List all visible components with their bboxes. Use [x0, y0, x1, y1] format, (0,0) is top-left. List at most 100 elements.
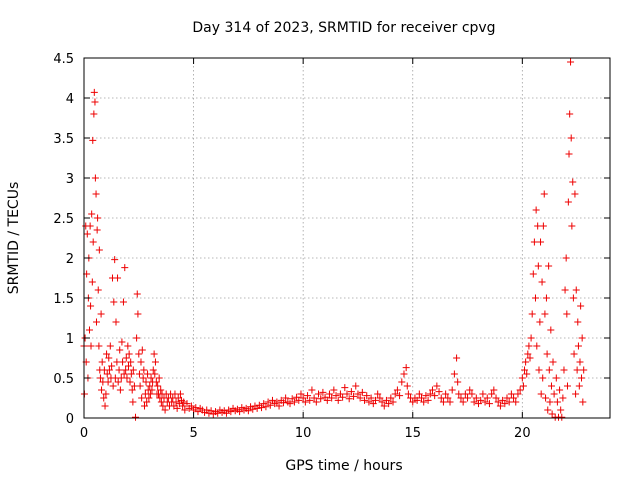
data-point — [155, 374, 163, 382]
data-point — [525, 342, 533, 350]
data-point — [172, 398, 180, 406]
data-point — [136, 382, 144, 390]
data-point — [558, 413, 566, 421]
data-point — [103, 350, 111, 358]
data-point — [354, 390, 362, 398]
data-point — [400, 370, 408, 378]
data-point — [556, 386, 564, 394]
grid — [84, 58, 610, 418]
x-axis-label: GPS time / hours — [285, 458, 402, 474]
data-point — [95, 246, 103, 254]
data-point — [453, 354, 461, 362]
data-point — [393, 386, 401, 394]
data-point — [547, 382, 555, 390]
data-point — [106, 342, 114, 350]
data-point — [573, 366, 581, 374]
data-point — [385, 400, 393, 408]
data-point — [424, 396, 432, 404]
data-point — [524, 350, 532, 358]
data-point — [122, 354, 130, 362]
data-point — [157, 386, 165, 394]
data-point — [297, 390, 305, 398]
data-point — [507, 390, 515, 398]
data-point — [317, 395, 325, 403]
data-point — [101, 402, 109, 410]
data-point — [94, 286, 102, 294]
data-point — [523, 370, 531, 378]
x-tick-label: 20 — [514, 426, 531, 441]
data-point — [356, 394, 364, 402]
data-point — [161, 406, 169, 414]
data-point — [428, 386, 436, 394]
data-point — [304, 392, 312, 400]
data-point — [503, 394, 511, 402]
data-point — [557, 406, 565, 414]
data-point — [343, 390, 351, 398]
data-point — [568, 222, 576, 230]
data-point — [567, 134, 575, 142]
data-point — [154, 382, 162, 390]
data-point — [350, 392, 358, 400]
data-point — [575, 382, 583, 390]
data-point — [301, 398, 309, 406]
data-point — [494, 398, 502, 406]
data-point — [578, 334, 586, 342]
data-point — [142, 378, 150, 386]
data-point — [537, 390, 545, 398]
data-point — [490, 386, 498, 394]
data-point — [537, 238, 545, 246]
data-point — [140, 402, 148, 410]
data-point — [572, 390, 580, 398]
data-point — [542, 294, 550, 302]
data-point — [522, 358, 530, 366]
data-point — [548, 410, 556, 418]
x-tick-label: 5 — [189, 426, 197, 441]
data-point — [120, 370, 128, 378]
data-point — [159, 402, 167, 410]
data-point — [367, 394, 375, 402]
data-point — [134, 310, 142, 318]
data-point — [477, 396, 485, 404]
data-point — [576, 358, 584, 366]
data-point — [519, 382, 527, 390]
data-point — [481, 398, 489, 406]
data-point — [444, 394, 452, 402]
data-point — [127, 370, 135, 378]
data-point — [435, 388, 443, 396]
data-point — [547, 326, 555, 334]
data-point — [387, 394, 395, 402]
data-point — [496, 402, 504, 410]
data-point — [114, 274, 122, 282]
data-point — [87, 342, 95, 350]
data-point — [138, 394, 146, 402]
y-tick-label: 2.5 — [53, 212, 74, 227]
data-point — [112, 318, 120, 326]
data-point — [560, 366, 568, 374]
data-point — [574, 318, 582, 326]
y-tick-label: 0 — [66, 412, 74, 427]
data-point — [181, 406, 189, 414]
data-point — [111, 256, 119, 264]
data-point — [549, 358, 557, 366]
data-point — [365, 398, 373, 406]
data-point — [89, 238, 97, 246]
data-point — [466, 386, 474, 394]
data-point — [328, 394, 336, 402]
data-point — [279, 399, 287, 407]
data-point — [492, 394, 500, 402]
data-point — [151, 370, 159, 378]
data-point — [531, 294, 539, 302]
data-point — [563, 382, 571, 390]
data-point — [578, 374, 586, 382]
data-point — [454, 378, 462, 386]
data-point — [536, 318, 544, 326]
data-point — [266, 401, 274, 409]
data-point — [565, 150, 573, 158]
data-point — [262, 403, 270, 411]
data-point — [146, 382, 154, 390]
data-point — [149, 366, 157, 374]
y-tick-label: 1 — [66, 332, 74, 347]
data-point — [83, 230, 91, 238]
data-point — [488, 390, 496, 398]
data-point — [541, 310, 549, 318]
